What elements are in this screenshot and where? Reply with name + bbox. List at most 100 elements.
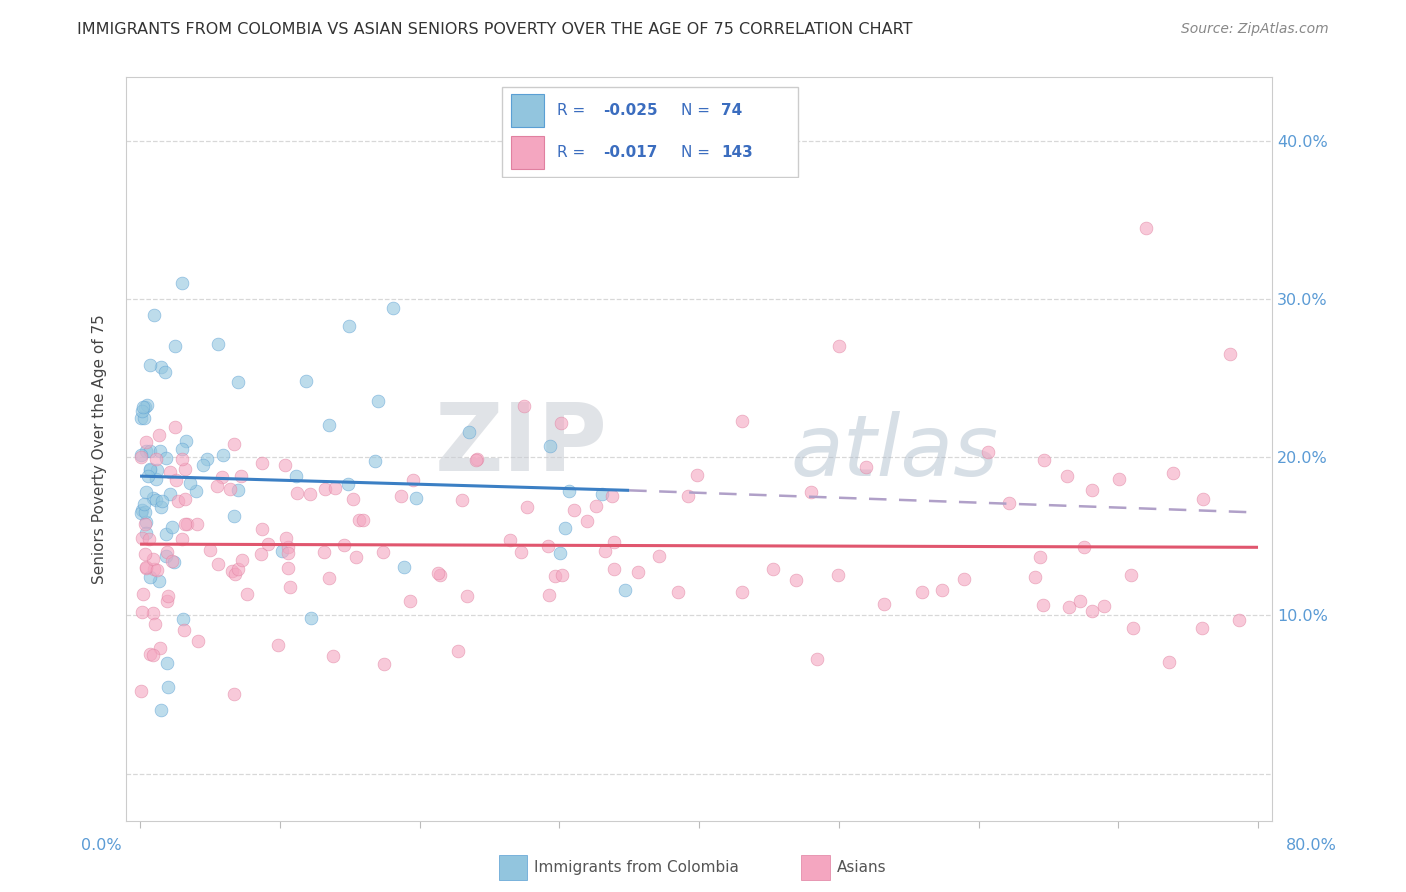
Point: [195, 452, 218, 467]
FancyBboxPatch shape: [512, 95, 544, 127]
Point: [333, 538, 356, 552]
Point: [142, 648, 165, 662]
Point: [224, 509, 246, 524]
Point: [551, 568, 574, 582]
Point: [207, 557, 229, 571]
Point: [148, 574, 170, 588]
Point: [134, 410, 156, 425]
Point: [155, 594, 177, 608]
Point: [550, 416, 572, 430]
Point: [613, 582, 636, 597]
Point: [855, 459, 877, 474]
Point: [131, 503, 153, 517]
Point: [222, 437, 245, 451]
Text: Source: ZipAtlas.com: Source: ZipAtlas.com: [1181, 22, 1329, 37]
Text: 0.0%: 0.0%: [82, 838, 121, 853]
Point: [135, 515, 157, 529]
Point: [447, 644, 470, 658]
Point: [150, 703, 173, 717]
Point: [176, 516, 198, 531]
Point: [382, 301, 405, 315]
FancyBboxPatch shape: [502, 87, 799, 177]
Point: [347, 513, 370, 527]
Point: [312, 545, 335, 559]
Point: [295, 374, 318, 388]
Point: [145, 452, 167, 467]
Text: N =: N =: [681, 145, 710, 161]
Point: [146, 463, 169, 477]
Point: [676, 489, 699, 503]
Point: [145, 492, 167, 507]
Point: [138, 532, 160, 546]
Text: N =: N =: [681, 103, 710, 118]
Point: [142, 491, 165, 505]
Point: [149, 444, 172, 458]
Point: [731, 414, 754, 428]
Point: [429, 568, 451, 582]
Point: [603, 535, 626, 549]
Point: [389, 489, 412, 503]
Point: [191, 458, 214, 473]
Point: [318, 418, 340, 433]
Point: [132, 497, 155, 511]
Point: [221, 564, 243, 578]
Point: [170, 442, 193, 456]
Point: [1122, 621, 1144, 635]
Point: [593, 544, 616, 558]
Point: [322, 648, 344, 663]
Point: [170, 451, 193, 466]
Point: [138, 358, 160, 372]
Point: [139, 570, 162, 584]
Point: [179, 475, 201, 490]
Text: 74: 74: [721, 103, 742, 118]
Point: [318, 571, 340, 585]
Point: [873, 597, 896, 611]
Point: [131, 531, 153, 545]
Point: [367, 394, 389, 409]
Point: [465, 453, 488, 467]
Point: [510, 545, 533, 559]
Point: [159, 465, 181, 479]
Point: [211, 470, 233, 484]
Point: [558, 483, 581, 498]
Point: [785, 573, 807, 587]
Point: [402, 474, 425, 488]
Point: [274, 531, 297, 545]
Point: [170, 533, 193, 547]
Point: [451, 492, 474, 507]
Point: [170, 276, 193, 290]
Point: [1024, 570, 1046, 584]
Text: 80.0%: 80.0%: [1286, 838, 1337, 853]
Point: [627, 565, 650, 579]
Point: [250, 456, 273, 470]
Point: [585, 499, 607, 513]
Point: [998, 496, 1021, 510]
Point: [648, 549, 671, 563]
Point: [600, 489, 623, 503]
Point: [249, 547, 271, 561]
Point: [405, 491, 427, 505]
Point: [131, 404, 153, 418]
Point: [827, 568, 849, 582]
Point: [314, 483, 336, 497]
Text: R =: R =: [557, 103, 589, 118]
Point: [499, 533, 522, 547]
Point: [591, 487, 613, 501]
Point: [284, 469, 307, 483]
Point: [1081, 483, 1104, 497]
Point: [456, 589, 478, 603]
Point: [163, 555, 186, 569]
Point: [157, 589, 180, 603]
Point: [143, 617, 166, 632]
Point: [554, 521, 576, 535]
Point: [337, 476, 360, 491]
Point: [156, 680, 179, 694]
Point: [1135, 220, 1157, 235]
Point: [205, 479, 228, 493]
Point: [277, 561, 299, 575]
Point: [186, 517, 208, 532]
Point: [142, 552, 165, 566]
Point: [516, 500, 538, 514]
Y-axis label: Seniors Poverty Over the Age of 75: Seniors Poverty Over the Age of 75: [93, 314, 107, 584]
Point: [512, 399, 534, 413]
